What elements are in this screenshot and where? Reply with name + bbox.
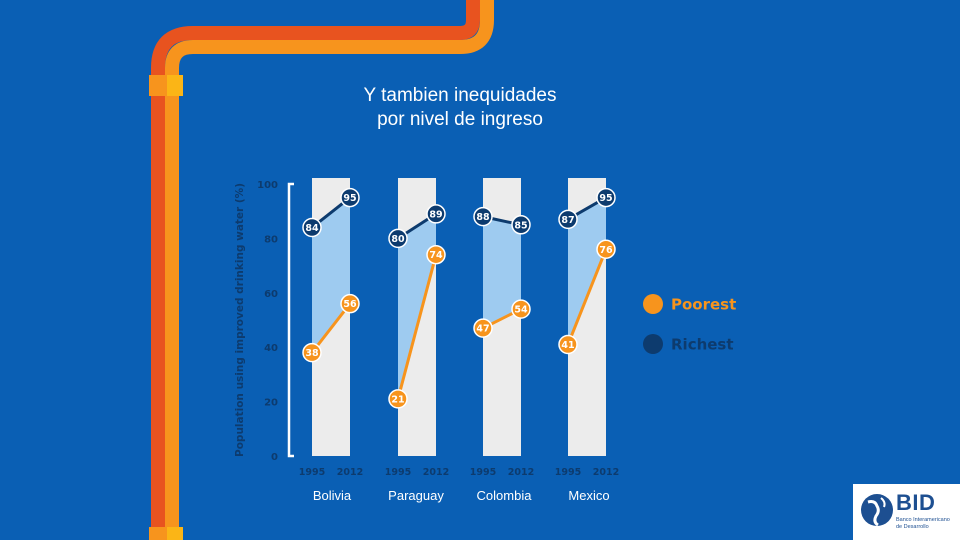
slide-title: Y tambien inequidades por nivel de ingre… <box>300 84 620 132</box>
legend-label-poorest: Poorest <box>671 296 736 314</box>
richest-data-label-bolivia: 84 <box>305 223 319 234</box>
x-tick-label-paraguay: 1995 <box>385 467 411 478</box>
gap-bands <box>312 197 606 399</box>
poorest-line-bolivia <box>310 302 352 354</box>
y-axis: 0 20 40 60 80 100 <box>257 180 294 463</box>
y-tick-label: 40 <box>264 343 278 354</box>
richest-point-mexico <box>596 187 616 208</box>
legend-marker-richest <box>643 334 663 354</box>
poorest-data-label-mexico: 76 <box>599 245 613 256</box>
y-axis-title: Population using improved drinking water… <box>234 183 246 457</box>
gap-band-mexico <box>568 197 606 345</box>
poorest-point-colombia <box>473 318 493 338</box>
poorest-point-bolivia <box>302 342 322 363</box>
poorest-data-label-colombia: 54 <box>514 305 528 316</box>
pipe-joint-top-shade <box>149 75 167 96</box>
richest-data-label-paraguay: 89 <box>429 209 442 220</box>
x-tick-label-colombia: 2012 <box>508 467 534 478</box>
poorest-point-mexico <box>596 239 616 260</box>
richest-data-label-mexico: 95 <box>599 193 612 204</box>
richest-data-label-bolivia: 95 <box>343 193 356 204</box>
x-tick-label-mexico: 2012 <box>593 467 619 478</box>
country-label-colombia: Colombia <box>476 488 532 503</box>
poorest-data-label-bolivia: 38 <box>305 348 319 359</box>
x-tick-label-mexico: 1995 <box>555 467 581 478</box>
y-tick-label: 0 <box>271 452 278 463</box>
gap-band-colombia <box>483 216 521 329</box>
pipe-orange-stripe <box>165 0 494 540</box>
slide-title-line-2: por nivel de ingreso <box>377 109 543 130</box>
richest-point-bolivia <box>340 187 360 208</box>
y-tick-label: 100 <box>257 180 278 191</box>
richest-data-label-colombia: 88 <box>476 212 490 223</box>
poorest-data-label-mexico: 41 <box>561 340 574 351</box>
country-label-mexico: Mexico <box>568 488 610 503</box>
x-tick-labels: 1995 2012 1995 2012 1995 2012 1995 2012 <box>299 467 619 478</box>
country-label-paraguay: Paraguay <box>388 488 444 503</box>
y-tick-label: 20 <box>264 398 278 409</box>
poorest-line-paraguay <box>396 254 438 400</box>
richest-data-label-colombia: 85 <box>514 220 527 231</box>
legend-marker-poorest <box>643 294 663 314</box>
richest-point-colombia <box>473 206 493 227</box>
poorest-data-label-paraguay: 74 <box>429 250 443 261</box>
richest-point-paraguay <box>388 228 408 249</box>
richest-data-label-mexico: 87 <box>561 215 574 226</box>
poorest-data-label-colombia: 47 <box>476 324 489 335</box>
x-tick-label-bolivia: 2012 <box>337 467 363 478</box>
poorest-point-paraguay <box>388 389 408 409</box>
pipe-red-stripe <box>151 0 480 540</box>
poorest-data-label-paraguay: 21 <box>391 394 404 405</box>
poorest-point-colombia <box>511 299 531 319</box>
data-points: 84 95 38 56 80 89 21 74 88 85 47 54 87 95 41 76 <box>302 187 616 409</box>
legend: Poorest Richest <box>643 294 736 354</box>
globe-icon <box>861 494 893 527</box>
poorest-point-mexico <box>558 334 578 355</box>
logo-subtitle-line-1: Banco Interamericano <box>896 517 950 523</box>
x-tick-label-colombia: 1995 <box>470 467 496 478</box>
pipe-joint-bottom-shade <box>149 527 167 540</box>
poorest-point-paraguay <box>426 244 446 265</box>
poorest-line-mexico <box>566 248 608 346</box>
country-label-bolivia: Bolivia <box>312 488 352 503</box>
decorative-pipe <box>149 0 494 540</box>
gap-band-paraguay <box>398 213 436 399</box>
y-tick-label: 60 <box>264 289 278 300</box>
x-tick-label-bolivia: 1995 <box>299 467 325 478</box>
legend-label-richest: Richest <box>671 336 734 354</box>
richest-point-bolivia <box>302 217 322 238</box>
slide-title-line-1: Y tambien inequidades <box>363 85 557 106</box>
y-axis-bracket <box>287 182 294 458</box>
richest-point-mexico <box>558 209 578 230</box>
logo-subtitle: Banco Interamericano de Desarrollo <box>896 517 958 531</box>
poorest-point-bolivia <box>340 293 360 314</box>
richest-point-colombia <box>511 215 531 235</box>
logo-subtitle-line-2: de Desarrollo <box>896 524 929 530</box>
richest-point-paraguay <box>426 204 446 224</box>
y-tick-label: 80 <box>264 234 278 245</box>
poorest-data-label-bolivia: 56 <box>343 299 357 310</box>
richest-data-label-paraguay: 80 <box>391 234 405 245</box>
x-tick-label-paraguay: 2012 <box>423 467 449 478</box>
logo-wordmark: BID <box>896 490 936 515</box>
bid-logo: BID Banco Interamericano de Desarrollo <box>853 484 960 540</box>
